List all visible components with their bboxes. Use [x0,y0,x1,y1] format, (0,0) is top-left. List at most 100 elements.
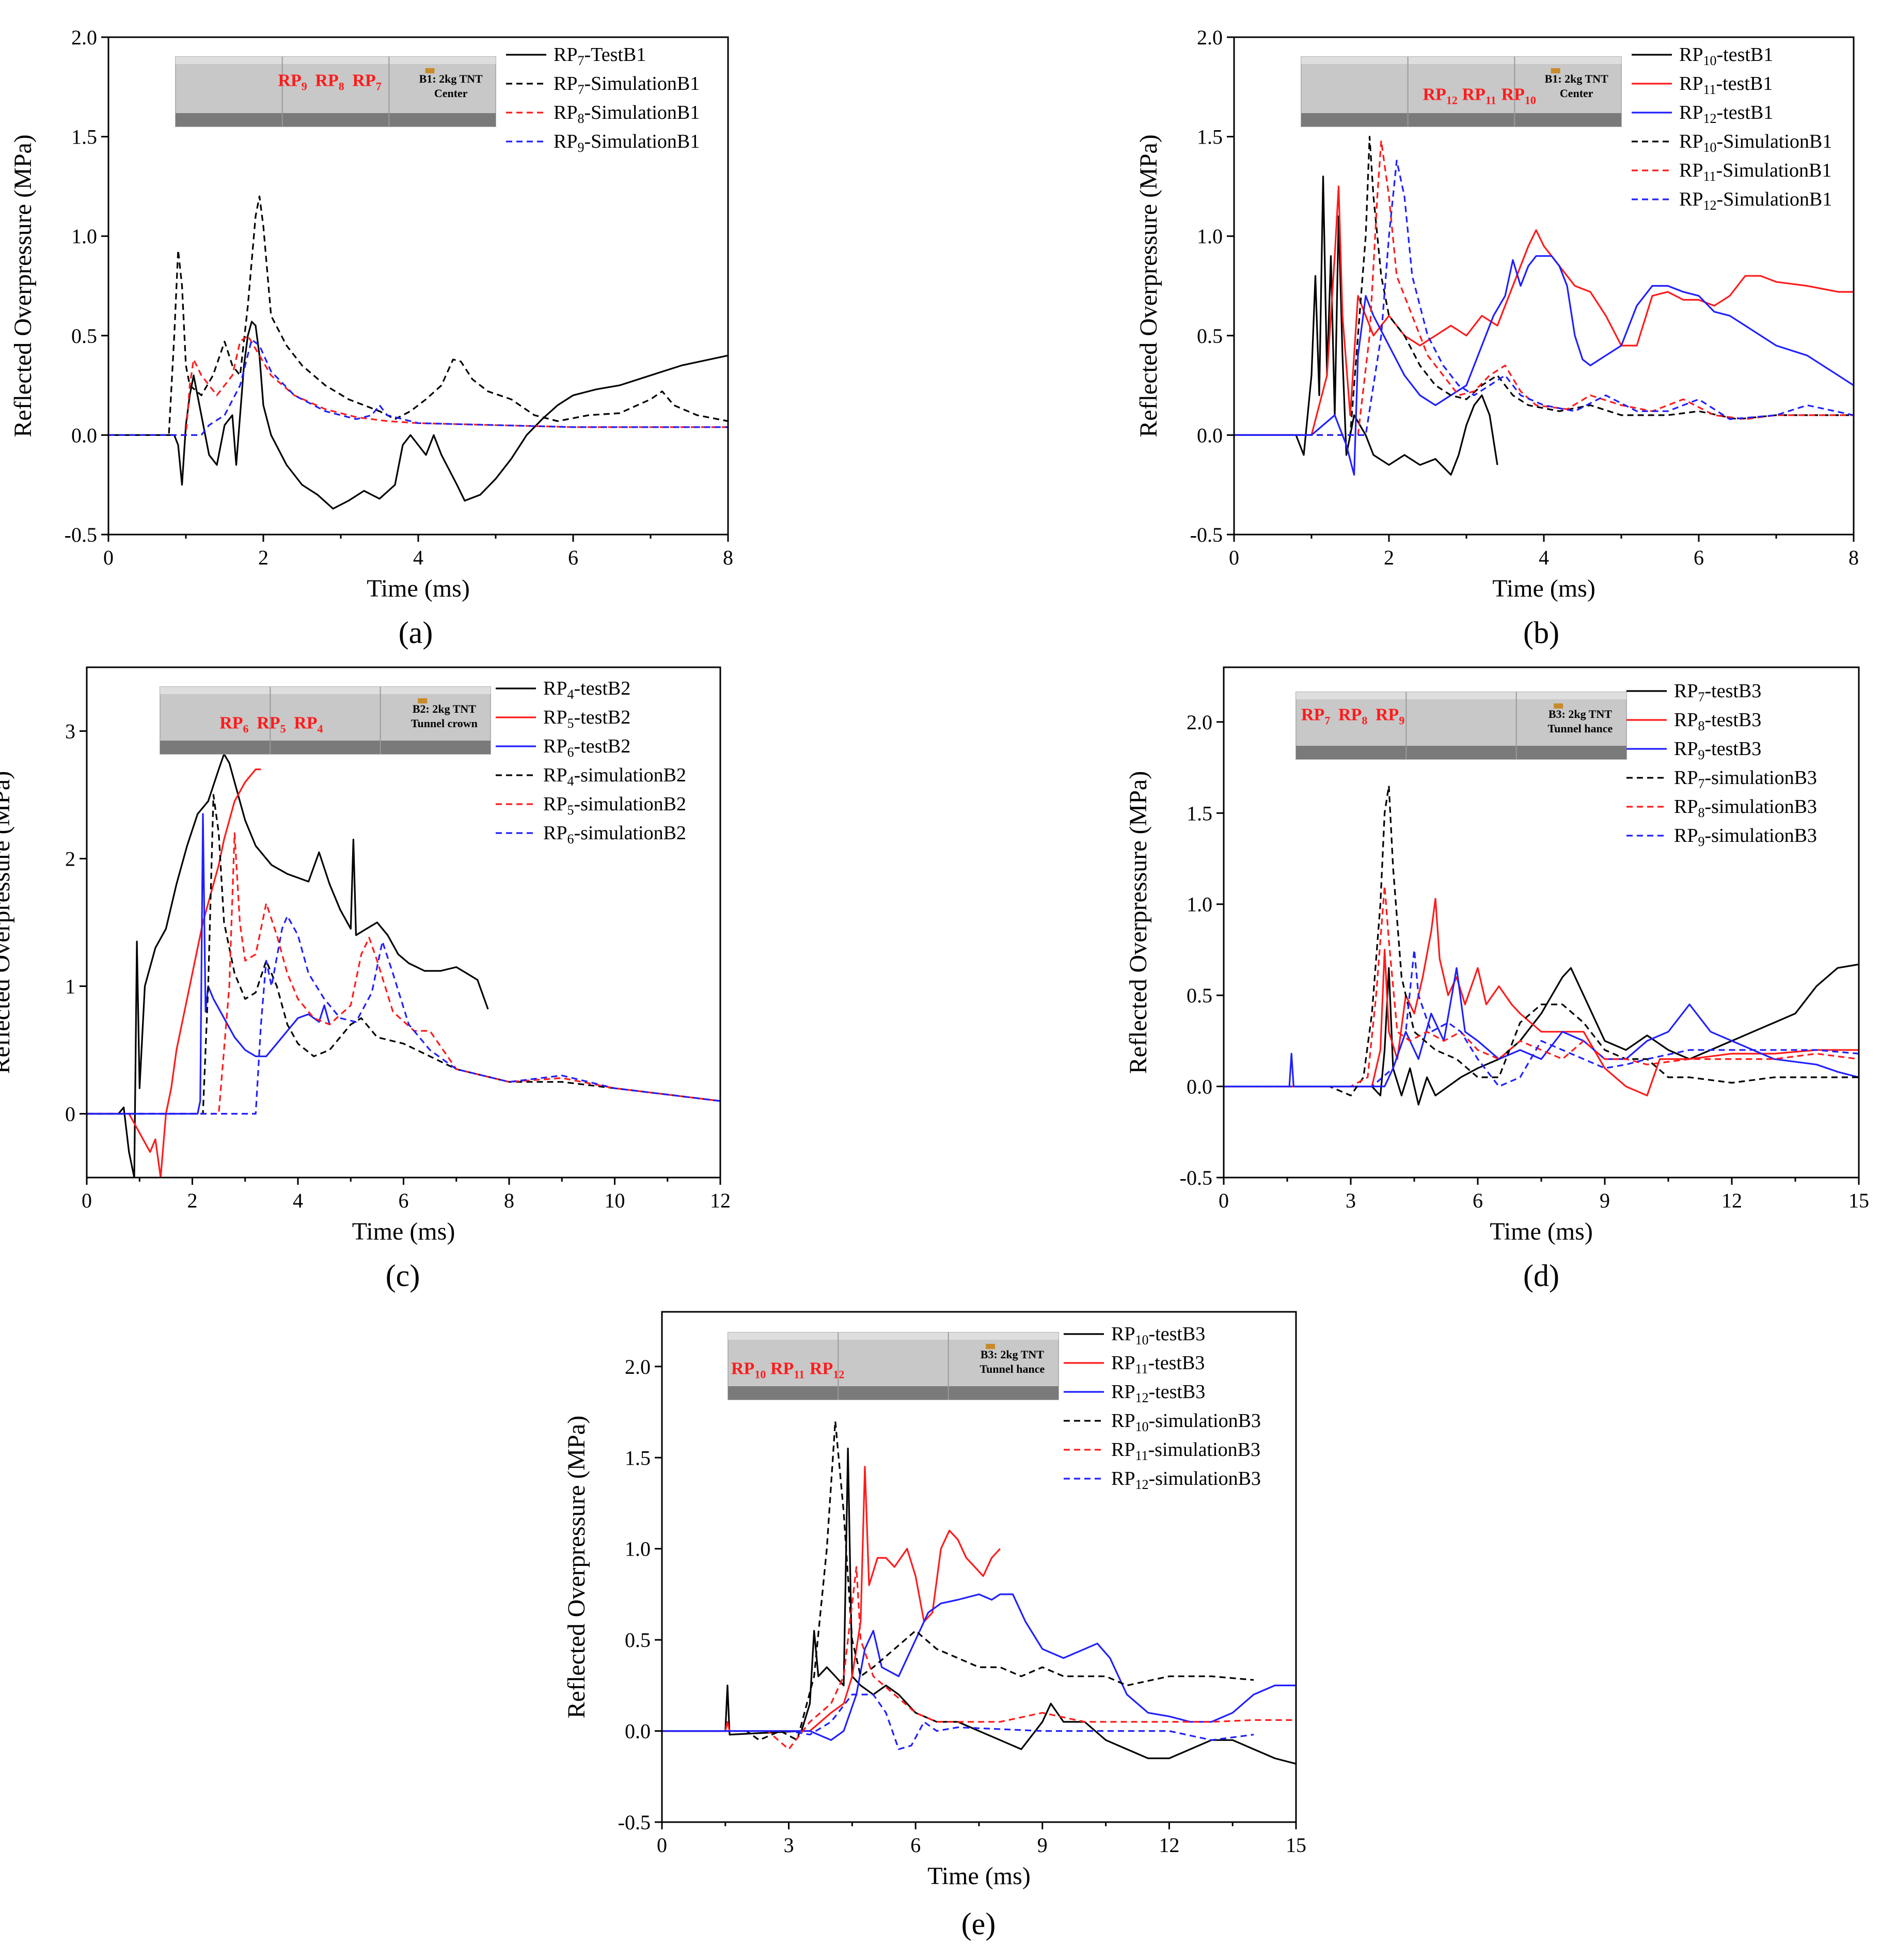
series-line-RP10-simulationB3 [662,1420,1254,1741]
legend-suffix: -SimulationB1 [584,131,700,152]
x-tick-label: 12 [1721,1189,1742,1212]
y-axis-label: Reflected Overpressure (MPa) [9,134,37,437]
legend-entry: RP11-testB3 [1111,1352,1205,1376]
legend-suffix: -testB3 [1148,1381,1205,1403]
rp-prefix: RP [1376,705,1399,725]
legend-entry: RP6-simulationB2 [543,822,686,846]
legend-entry: RP9-SimulationB1 [554,131,700,155]
x-tick-label: 0 [1229,546,1239,569]
series-line-RP8-SimulationB1 [108,335,728,436]
rp-subscript: 12 [1446,94,1458,107]
tnt-charge-marker [425,68,435,73]
y-tick-label: 0.0 [1187,1075,1212,1099]
legend-suffix: -testB1 [1716,73,1773,95]
legend-rp-subscript: 12 [1135,1390,1148,1405]
legend-suffix: -simulationB3 [1148,1410,1260,1432]
rp-prefix: RP [294,714,317,733]
legend-rp: RP [543,764,567,786]
x-tick-label: 2 [1384,546,1394,569]
series-line-RP10-testB1 [1234,176,1498,476]
rp-subscript: 4 [318,723,323,735]
y-tick-label: 0 [65,1103,75,1126]
series-line-RP7-testB3 [1224,963,1859,1106]
series-line-RP11-simulationB3 [662,1566,1296,1750]
x-axis-label: Time (ms) [367,575,470,602]
legend-rp-subscript: 9 [1698,834,1704,849]
legend-rp: RP [1679,189,1703,210]
legend-rp: RP [554,73,577,95]
x-tick-label: 6 [1694,546,1704,569]
inset-position-label: Tunnel crown [411,717,478,730]
legend-rp-subscript: 11 [1135,1361,1148,1376]
series-line-RP8-simulationB3 [1224,885,1859,1088]
legend-suffix: -testB3 [1148,1323,1205,1345]
inset-top-band [160,687,491,694]
series-line-RP7-TestB1 [108,321,728,510]
x-tick-label: 2 [187,1189,198,1212]
legend-rp-subscript: 7 [1698,689,1704,704]
series-line-RP7-simulationB3 [1224,785,1859,1096]
legend-rp-subscript: 7 [577,82,584,97]
inset-top-band [1301,57,1621,64]
rp-prefix: RP [315,71,338,90]
rp-prefix: RP [1301,705,1324,725]
x-tick-label: 6 [1473,1189,1483,1212]
tnt-charge-marker [1554,703,1563,709]
legend-entry: RP12-testB3 [1111,1381,1205,1405]
rp-subscript: 8 [1362,714,1367,727]
legend-rp-subscript: 10 [1703,53,1716,68]
y-tick-label: 1.5 [1187,802,1212,825]
inset-position-label: Tunnel hance [980,1362,1045,1375]
tnt-charge-marker [418,698,428,703]
legend-suffix: -testB1 [1716,44,1773,66]
inset-rp-label: RP10 [731,1359,766,1381]
rp-subscript: 11 [794,1368,804,1381]
legend-rp: RP [1679,131,1703,152]
y-tick-label: 0.0 [625,1720,651,1743]
legend-rp: RP [1679,44,1703,66]
series-line-RP5-simulationB2 [87,832,720,1115]
x-tick-label: 6 [568,546,578,569]
panel-label: (a) [399,616,433,650]
legend-rp-subscript: 10 [1703,140,1716,155]
chart-panel-b: 0 2 4 6 8 -0.5 0.0 0.5 1.0 1.5 2.0 Time (ms) Reflect… [1135,26,1859,650]
legend-entry: RP9-testB3 [1674,738,1761,762]
inset-top-band [728,1332,1058,1340]
legend-entry: RP11-SimulationB1 [1679,160,1831,184]
rp-subscript: 10 [1525,94,1536,107]
inset-charge-label: B2: 2kg TNT [413,702,476,715]
y-tick-label: 0.5 [1187,984,1212,1007]
x-tick-label: 6 [910,1833,921,1857]
legend-rp: RP [554,102,577,123]
inset-rp-label: RP11 [1462,85,1496,107]
legend-rp-subscript: 8 [1698,805,1704,820]
series-line-RP9-testB3 [1224,967,1859,1088]
y-tick-label: -0.5 [618,1811,651,1834]
inset-rp-label: RP12 [1423,85,1458,107]
legend-rp: RP [1679,102,1703,123]
rp-prefix: RP [1423,85,1446,104]
y-tick-label: 0.0 [1197,424,1223,447]
legend-rp: RP [1111,1381,1135,1403]
x-tick-label: 10 [605,1189,625,1212]
x-tick-label: 3 [1346,1189,1356,1212]
x-tick-label: 0 [103,546,114,569]
inset-charge-label: B3: 2kg TNT [1549,708,1612,720]
x-tick-label: 4 [293,1189,303,1212]
inset-charge-label: B1: 2kg TNT [419,72,483,85]
legend-suffix: -simulationB3 [1148,1468,1260,1489]
legend-entry: RP10-testB1 [1679,44,1773,68]
inset-rp-label: RP10 [1502,85,1536,107]
legend-entry: RP8-SimulationB1 [554,102,700,126]
legend-suffix: -testB2 [574,678,630,699]
rp-subscript: 10 [754,1368,766,1381]
legend-entry: RP11-testB1 [1679,73,1773,97]
x-tick-label: 0 [657,1833,667,1857]
y-axis-label: Reflected Overpressure (MPa) [563,1416,590,1718]
legend-entry: RP7-simulationB3 [1674,767,1817,791]
y-tick-label: 1.0 [1197,225,1223,248]
x-tick-label: 0 [82,1189,92,1212]
